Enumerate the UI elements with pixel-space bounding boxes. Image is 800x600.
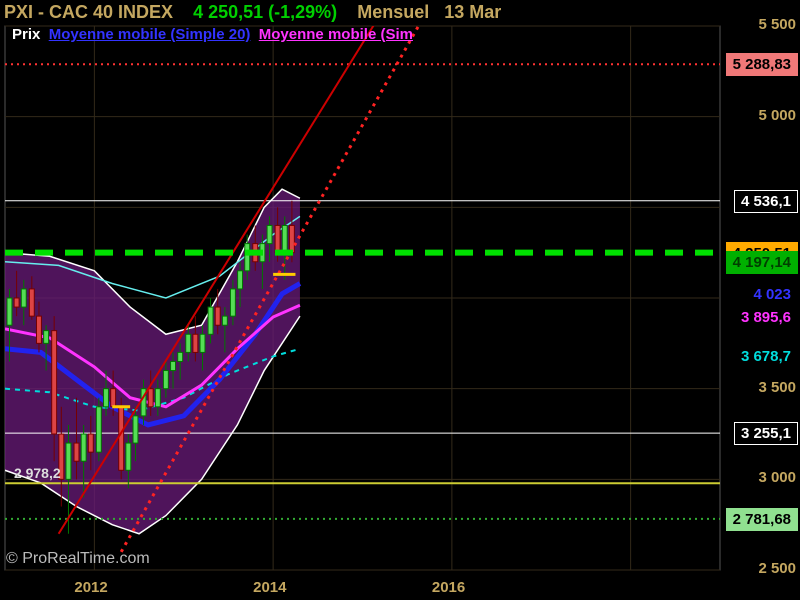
last-price: 4 250,51 bbox=[193, 2, 263, 22]
x-tick-label: 2012 bbox=[74, 579, 107, 596]
chart-header: PXI - CAC 40 INDEX 4 250,51 (-1,29%) Men… bbox=[4, 2, 501, 23]
y-tick-label: 2 500 bbox=[758, 560, 796, 577]
x-tick-label: 2016 bbox=[432, 579, 465, 596]
header-date: 13 Mar bbox=[444, 2, 501, 22]
financial-chart[interactable]: { "canvas": { "width": 800, "height": 60… bbox=[0, 0, 800, 600]
x-tick-label: 2014 bbox=[253, 579, 286, 596]
price-tag: 4 536,1 bbox=[734, 190, 798, 213]
period-text: Mensuel bbox=[357, 2, 429, 22]
price-tag: 5 288,83 bbox=[726, 53, 798, 76]
legend-ma2: Moyenne mobile (Sim bbox=[259, 26, 413, 43]
watermark: © ProRealTime.com bbox=[6, 550, 150, 568]
y-tick-label: 3 500 bbox=[758, 379, 796, 396]
chart-svg bbox=[0, 0, 800, 600]
price-change: (-1,29%) bbox=[268, 2, 337, 22]
price-tag: 3 255,1 bbox=[734, 422, 798, 445]
legend: Prix Moyenne mobile (Simple 20) Moyenne … bbox=[12, 26, 413, 43]
legend-prix: Prix bbox=[12, 26, 40, 43]
symbol-text: PXI - CAC 40 INDEX bbox=[4, 2, 173, 22]
price-tag: 4 197,14 bbox=[726, 251, 798, 274]
price-tag: 2 781,68 bbox=[726, 508, 798, 531]
level-label: 2 978,2 bbox=[14, 465, 61, 481]
legend-ma1: Moyenne mobile (Simple 20) bbox=[49, 26, 251, 43]
price-tag: 4 023 bbox=[746, 283, 798, 306]
y-tick-label: 3 000 bbox=[758, 469, 796, 486]
price-tag: 3 895,6 bbox=[734, 306, 798, 329]
price-tag: 3 678,7 bbox=[734, 345, 798, 368]
y-tick-label: 5 000 bbox=[758, 107, 796, 124]
y-tick-label: 5 500 bbox=[758, 16, 796, 33]
